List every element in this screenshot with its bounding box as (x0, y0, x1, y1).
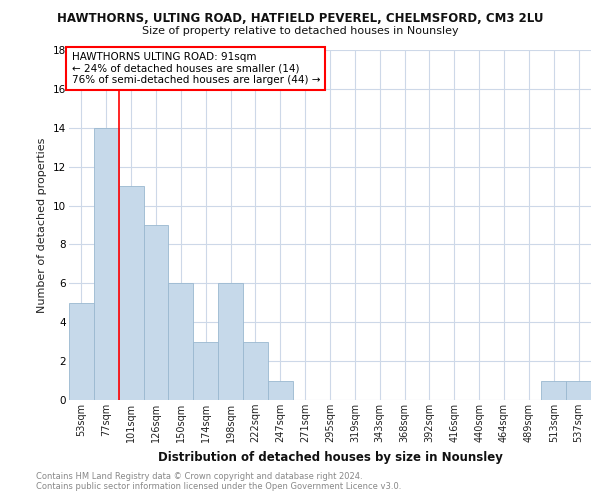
Bar (169, 284, 193, 400)
Bar (119, 186, 143, 400)
Bar (69, 303, 94, 400)
Text: Contains public sector information licensed under the Open Government Licence v3: Contains public sector information licen… (36, 482, 401, 491)
Text: Size of property relative to detached houses in Nounsley: Size of property relative to detached ho… (142, 26, 458, 36)
Y-axis label: Number of detached properties: Number of detached properties (37, 138, 47, 312)
Bar (541, 380, 566, 400)
Text: HAWTHORNS ULTING ROAD: 91sqm
← 24% of detached houses are smaller (14)
76% of se: HAWTHORNS ULTING ROAD: 91sqm ← 24% of de… (71, 52, 320, 85)
Bar (193, 342, 218, 400)
X-axis label: Distribution of detached houses by size in Nounsley: Distribution of detached houses by size … (158, 450, 502, 464)
Bar (218, 284, 243, 400)
Bar (94, 128, 119, 400)
Text: HAWTHORNS, ULTING ROAD, HATFIELD PEVEREL, CHELMSFORD, CM3 2LU: HAWTHORNS, ULTING ROAD, HATFIELD PEVEREL… (57, 12, 543, 26)
Text: Contains HM Land Registry data © Crown copyright and database right 2024.: Contains HM Land Registry data © Crown c… (36, 472, 362, 481)
Bar (566, 380, 591, 400)
Bar (243, 342, 268, 400)
Bar (268, 380, 293, 400)
Bar (143, 225, 169, 400)
